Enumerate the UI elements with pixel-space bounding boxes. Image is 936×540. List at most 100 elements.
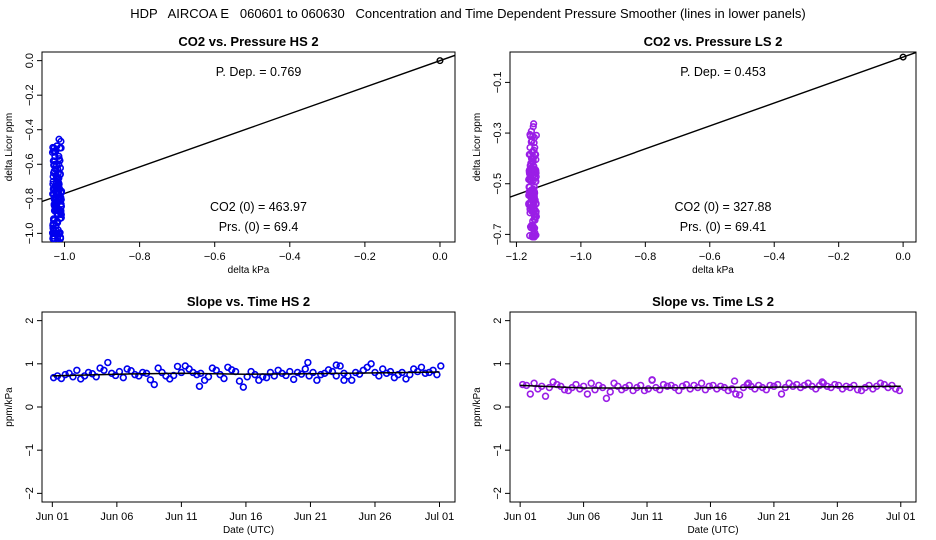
data-point xyxy=(602,394,611,403)
data-point xyxy=(282,371,290,380)
x-tick-label: −0.2 xyxy=(828,251,850,263)
data-point xyxy=(532,156,540,164)
p-dep-annotation: P. Dep. = 0.769 xyxy=(216,65,302,79)
x-tick-label: Jun 11 xyxy=(165,511,197,523)
y-axis-label: ppm/kPa xyxy=(472,387,483,427)
data-point xyxy=(289,375,298,384)
data-point xyxy=(526,390,534,398)
y-tick-label: −2 xyxy=(24,487,36,500)
y-tick-label: −1 xyxy=(492,444,504,457)
x-tick-label: −0.4 xyxy=(763,251,785,263)
data-point xyxy=(328,367,337,376)
data-point xyxy=(518,380,527,389)
y-tick-label: −0.1 xyxy=(492,72,504,94)
y-tick-label: −0.4 xyxy=(24,119,36,141)
data-point xyxy=(52,229,61,237)
data-point xyxy=(591,386,599,394)
data-point xyxy=(61,370,69,379)
x-tick-label: Jun 06 xyxy=(100,511,133,523)
data-point xyxy=(104,358,112,367)
data-point xyxy=(355,370,364,378)
data-point xyxy=(69,373,77,381)
figure-title: HDP AIRCOA E 060601 to 060630 Concentrat… xyxy=(130,6,806,21)
data-point xyxy=(49,216,58,225)
data-point xyxy=(177,368,186,377)
data-point xyxy=(92,373,100,381)
data-point xyxy=(73,366,81,374)
x-tick-label: 0.0 xyxy=(895,251,910,263)
data-point xyxy=(228,366,236,374)
x-tick-label: Jun 26 xyxy=(821,511,854,523)
data-point xyxy=(111,371,120,380)
data-point xyxy=(123,365,131,373)
data-point xyxy=(56,144,64,152)
data-point xyxy=(49,189,57,198)
data-point xyxy=(530,120,538,128)
data-point xyxy=(818,378,826,386)
prs-zero-annotation: Prs. (0) = 69.4 xyxy=(219,220,299,234)
data-point xyxy=(777,390,786,398)
data-point xyxy=(850,381,858,390)
data-point xyxy=(235,377,244,385)
data-point xyxy=(529,202,537,210)
y-tick-label: 1 xyxy=(24,361,36,367)
prs-zero-annotation: Prs. (0) = 69.41 xyxy=(680,220,767,234)
data-point xyxy=(195,382,204,390)
y-tick-label: −0.8 xyxy=(24,188,36,210)
data-point xyxy=(678,382,687,390)
data-point xyxy=(895,386,904,395)
data-point xyxy=(417,363,426,371)
data-point xyxy=(51,182,59,190)
plot-frame xyxy=(41,51,456,243)
x-axis-label: Date (UTC) xyxy=(223,525,274,536)
data-point xyxy=(301,365,309,373)
panel-title: CO2 vs. Pressure LS 2 xyxy=(644,34,783,49)
panel-co2-vs-pressure-ls: CO2 vs. Pressure LS 2 −1.2 −1.0 −0.8 −0.6 −0.… xyxy=(472,34,917,276)
data-point xyxy=(526,183,534,191)
data-point xyxy=(421,369,430,378)
data-point xyxy=(154,364,162,372)
data-point xyxy=(50,167,58,175)
data-point xyxy=(541,392,550,400)
data-point xyxy=(304,358,312,367)
data-point xyxy=(57,137,65,145)
data-point xyxy=(730,377,739,385)
x-tick-label: Jul 01 xyxy=(886,511,915,523)
data-point xyxy=(49,221,58,229)
x-tick-label: Jun 26 xyxy=(358,511,391,523)
x-axis-label: delta kPa xyxy=(692,265,734,276)
data-point xyxy=(146,376,155,384)
data-point xyxy=(54,211,62,219)
data-point xyxy=(697,379,706,387)
data-point xyxy=(528,148,536,156)
x-tick-label: Jul 01 xyxy=(425,511,454,523)
panel-title: Slope vs. Time HS 2 xyxy=(187,294,310,309)
data-point xyxy=(402,375,410,383)
data-point xyxy=(579,382,588,390)
y-axis-label: delta Licor ppm xyxy=(472,113,483,181)
panel-co2-vs-pressure-hs: CO2 vs. Pressure HS 2 −1.0 −0.8 −0.6 −0.4 −0.… xyxy=(4,34,456,276)
y-tick-label: 2 xyxy=(24,318,36,324)
panel-title: Slope vs. Time LS 2 xyxy=(652,294,774,309)
y-axis-label: ppm/kPa xyxy=(4,387,15,427)
data-point xyxy=(309,368,317,377)
p-dep-annotation: P. Dep. = 0.453 xyxy=(680,65,766,79)
data-point xyxy=(317,370,325,379)
y-tick-label: −0.5 xyxy=(492,173,504,195)
x-tick-label: −0.6 xyxy=(204,251,226,263)
data-point xyxy=(530,192,538,200)
x-tick-label: Jun 01 xyxy=(36,511,69,523)
smoother-line xyxy=(520,384,901,389)
data-point xyxy=(55,160,63,169)
x-tick-label: Jun 21 xyxy=(757,511,790,523)
data-point xyxy=(732,390,740,398)
data-point xyxy=(49,373,58,382)
panel-title: CO2 vs. Pressure HS 2 xyxy=(178,34,318,49)
data-point xyxy=(348,376,356,384)
data-point xyxy=(50,147,58,156)
data-point xyxy=(336,362,344,370)
data-point xyxy=(744,379,753,387)
x-tick-label: Jun 01 xyxy=(504,511,537,523)
data-point xyxy=(56,156,64,165)
